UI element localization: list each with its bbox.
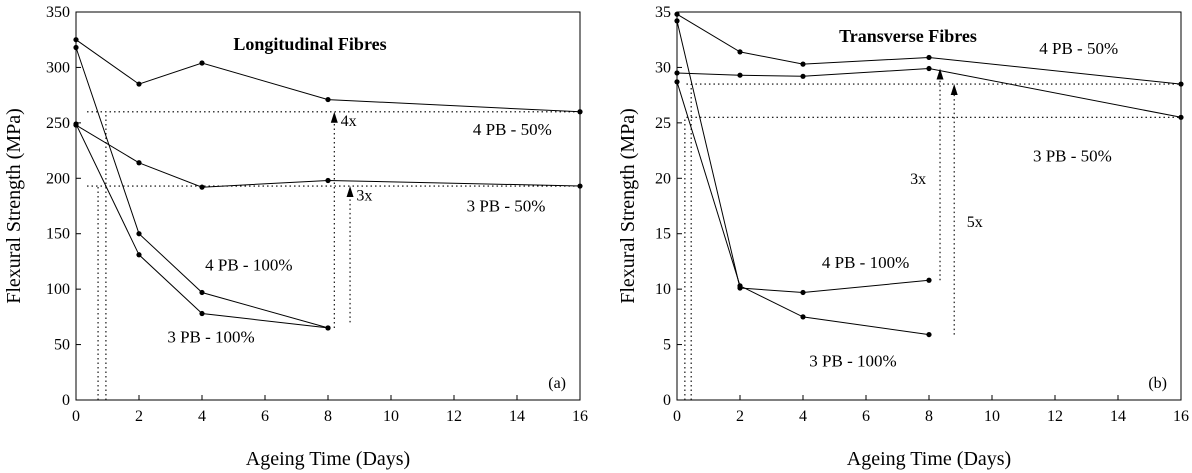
x-tick-label: 12 (446, 408, 462, 425)
y-tick-label: 350 (46, 4, 70, 21)
data-point-3-pb-100 (136, 252, 142, 258)
annotation-factor-label: 4x (341, 113, 357, 130)
y-tick-label: 35 (655, 4, 671, 21)
data-point-4-pb-50 (674, 11, 680, 17)
chart-panel-a: 0 2 4 6 8 10 12 14 16 0 50 100 150 200 250 300 350 Ageing… (3, 4, 588, 470)
x-tick-label: 16 (1173, 408, 1189, 425)
data-point-4-pb-50 (199, 60, 205, 66)
x-tick-label: 6 (261, 408, 269, 425)
data-point-3-pb-50 (577, 183, 583, 189)
x-tick-label: 4 (799, 408, 807, 425)
x-tick-label: 14 (1110, 408, 1126, 425)
y-tick-label: 5 (663, 337, 671, 354)
y-tick-label: 0 (663, 392, 671, 409)
data-point-4-pb-50 (1178, 81, 1184, 87)
data-point-4-pb-50 (73, 37, 79, 43)
y-axis-title: Flexural Strength (MPa) (3, 108, 25, 304)
panel-tag: (a) (548, 375, 566, 392)
x-tick-label: 2 (135, 408, 143, 425)
series-label-3-pb-100: 3 PB - 100% (809, 352, 896, 371)
data-point-3-pb-100 (674, 79, 680, 85)
data-point-3-pb-50 (926, 65, 932, 72)
data-point-3-pb-100 (199, 310, 205, 317)
data-point-4-pb-100 (136, 231, 142, 237)
x-tick-label: 0 (72, 408, 80, 425)
data-point-3-pb-50 (1178, 114, 1184, 120)
chart-panel-b: 0 2 4 6 8 10 12 14 16 0 5 10 15 20 25 30 35 Ageing Time (… (617, 4, 1189, 470)
data-point-3-pb-100 (800, 314, 806, 320)
data-point-3-pb-50 (674, 70, 680, 76)
data-point-4-pb-50 (800, 61, 806, 67)
data-point-4-pb-100 (199, 289, 205, 296)
annotation-factor-label: 3x (910, 171, 926, 188)
series-label-4-pb-50: 4 PB - 50% (473, 120, 552, 139)
series-label-3-pb-50: 3 PB - 50% (467, 197, 546, 216)
series-label-4-pb-100: 4 PB - 100% (822, 253, 909, 272)
chart-title: Transverse Fibres (839, 26, 977, 46)
data-point-4-pb-50 (926, 54, 932, 61)
x-tick-label: 16 (572, 408, 588, 425)
y-tick-label: 150 (46, 226, 70, 243)
data-point-4-pb-50 (325, 96, 331, 103)
y-tick-label: 0 (62, 392, 70, 409)
data-point-3-pb-100 (926, 331, 932, 338)
data-point-3-pb-50 (199, 184, 205, 190)
x-tick-label: 4 (198, 408, 206, 425)
y-tick-label: 25 (655, 115, 671, 132)
data-point-3-pb-50 (136, 160, 142, 166)
data-point-4-pb-100 (674, 18, 680, 24)
data-point-4-pb-50 (737, 49, 743, 55)
y-tick-label: 15 (655, 226, 671, 243)
x-tick-label: 0 (673, 408, 681, 425)
series-line-4-pb-100 (75, 47, 329, 329)
x-tick-label: 8 (925, 408, 933, 425)
annotation-arrow-head (936, 68, 944, 80)
data-point-4-pb-100 (73, 44, 79, 51)
y-tick-label: 250 (46, 115, 70, 132)
y-tick-label: 100 (46, 281, 70, 298)
data-point-3-pb-50 (800, 73, 806, 79)
data-point-3-pb-100 (73, 121, 79, 127)
y-tick-label: 30 (655, 59, 671, 76)
chart-title: Longitudinal Fibres (233, 34, 386, 54)
panel-tag: (b) (1148, 375, 1167, 392)
x-tick-label: 14 (509, 408, 525, 425)
data-point-3-pb-100 (737, 283, 743, 289)
series-label-3-pb-100: 3 PB - 100% (167, 327, 254, 346)
y-axis-title: Flexural Strength (MPa) (617, 108, 639, 304)
annotation-factor-label: 3x (356, 187, 372, 204)
series-line-3-pb-100 (676, 81, 930, 336)
x-tick-label: 10 (383, 408, 399, 425)
data-point-3-pb-50 (737, 72, 743, 78)
y-tick-label: 200 (46, 170, 70, 187)
data-point-4-pb-100 (926, 277, 932, 283)
data-point-4-pb-50 (136, 81, 142, 87)
series-line-4-pb-100 (676, 20, 930, 294)
x-tick-label: 8 (324, 408, 332, 425)
annotation-factor-label: 5x (967, 214, 983, 231)
x-tick-label: 12 (1047, 408, 1063, 425)
annotation-arrow-head (950, 84, 958, 96)
series-label-4-pb-100: 4 PB - 100% (205, 255, 292, 274)
data-point-4-pb-50 (577, 109, 583, 115)
data-point-3-pb-100 (325, 325, 331, 331)
data-point-3-pb-50 (325, 177, 331, 184)
data-point-4-pb-100 (800, 289, 806, 296)
x-axis-title: Ageing Time (Days) (847, 448, 1011, 470)
y-tick-label: 300 (46, 59, 70, 76)
y-tick-label: 10 (655, 281, 671, 298)
x-tick-label: 2 (736, 408, 744, 425)
annotation-arrow-head (330, 111, 338, 123)
x-axis-title: Ageing Time (Days) (246, 448, 410, 470)
x-tick-label: 6 (862, 408, 870, 425)
series-line-3-pb-100 (75, 123, 329, 329)
y-tick-label: 50 (54, 337, 70, 354)
series-label-3-pb-50: 3 PB - 50% (1033, 147, 1112, 166)
series-label-4-pb-50: 4 PB - 50% (1039, 39, 1118, 58)
annotation-arrow-head (346, 186, 354, 198)
y-tick-label: 20 (655, 170, 671, 187)
x-tick-label: 10 (984, 408, 1000, 425)
